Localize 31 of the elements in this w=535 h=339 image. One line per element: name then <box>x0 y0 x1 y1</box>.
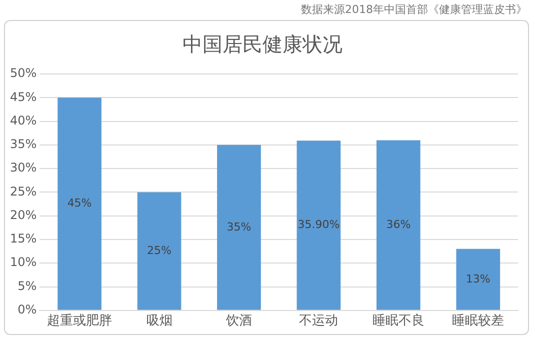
x-tick-label: 饮酒 <box>224 314 252 329</box>
bar <box>376 140 420 310</box>
y-tick-label: 15% <box>10 232 37 246</box>
y-tick-label: 0% <box>18 302 37 317</box>
y-tick-label: 20% <box>10 208 37 222</box>
text: 数据来源2018年中国首部《健康管理蓝皮书》 <box>301 2 527 17</box>
x-tick-label: 超重或肥胖 <box>47 314 112 329</box>
y-tick-label: 10% <box>10 255 37 270</box>
data-label: 45% <box>67 196 92 210</box>
bar <box>217 144 261 310</box>
data-label: 35.90% <box>298 218 340 232</box>
y-tick-label: 30% <box>10 160 37 175</box>
y-tick-label: 25% <box>10 184 37 198</box>
data-label: 25% <box>147 244 172 257</box>
data-label: 36% <box>386 218 411 231</box>
bar <box>58 98 102 310</box>
bar <box>296 140 341 310</box>
y-tick-label: 50% <box>10 66 37 80</box>
x-tick-label: 睡眠较差 <box>452 314 504 329</box>
data-label: 13% <box>466 272 490 286</box>
x-tick-label: 不运动 <box>299 314 338 329</box>
y-tick-label: 40% <box>10 113 37 128</box>
y-tick-label: 45% <box>10 90 37 104</box>
data-label: 35% <box>226 220 252 234</box>
y-tick-label: 35% <box>10 137 37 152</box>
chart-title: 中国居民健康状况 <box>182 32 342 56</box>
x-tick-label: 睡眠不良 <box>372 314 424 329</box>
bar <box>456 248 500 310</box>
x-tick-label: 吸烟 <box>146 314 172 329</box>
y-tick-label: 5% <box>18 278 37 293</box>
bar <box>137 192 182 310</box>
